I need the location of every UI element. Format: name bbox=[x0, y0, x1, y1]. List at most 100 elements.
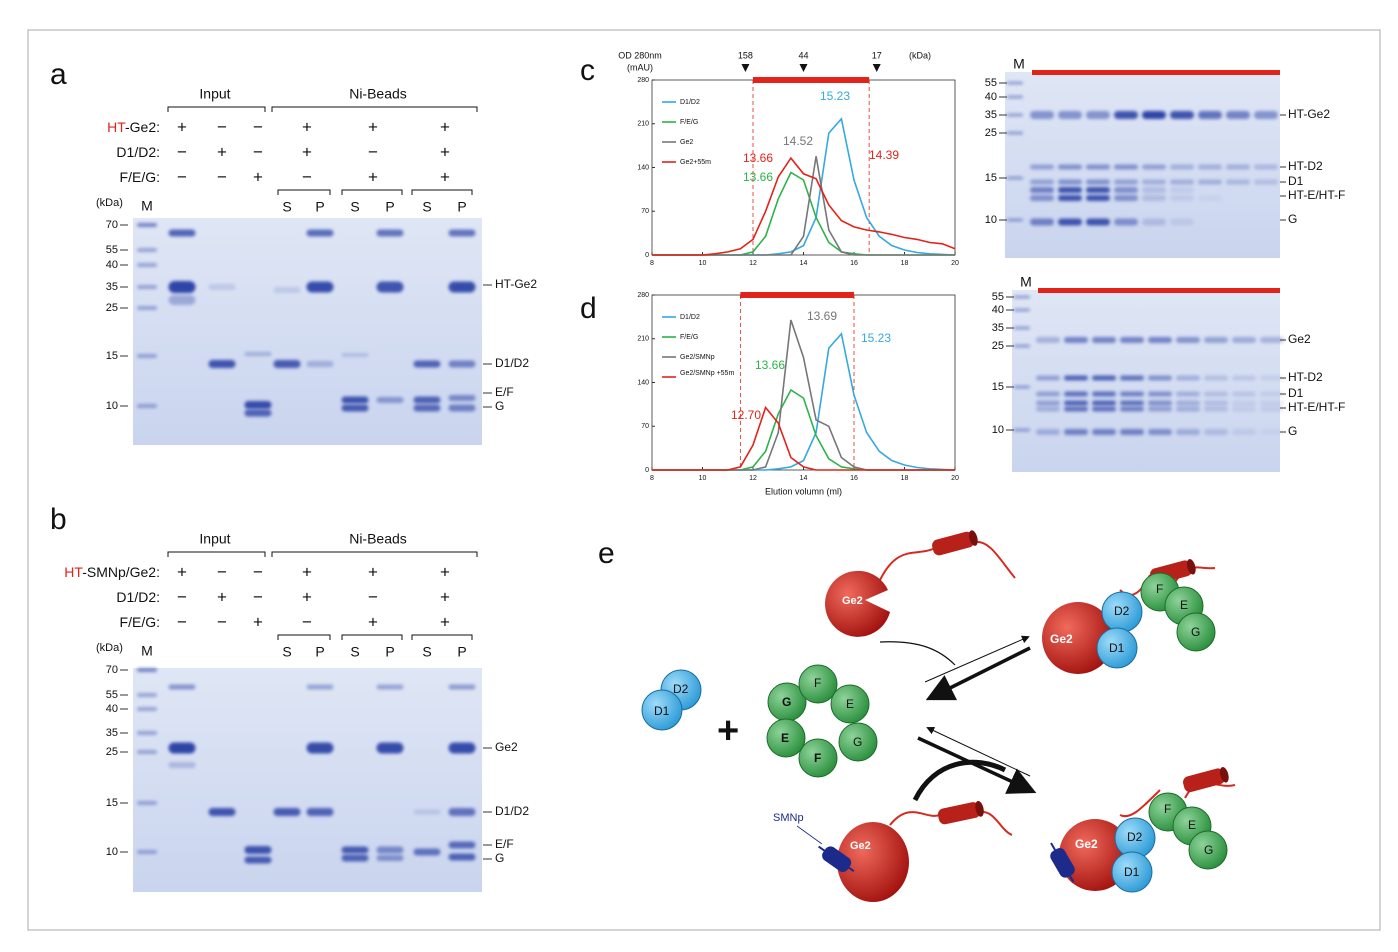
y-axis-label: OD 280nm bbox=[618, 50, 662, 60]
series-line bbox=[652, 156, 956, 256]
marker-label: 35 bbox=[106, 281, 118, 293]
peak-annotation: 13.66 bbox=[743, 151, 773, 165]
row-text: D1/D2: bbox=[116, 144, 160, 160]
lane-label: M bbox=[1013, 56, 1025, 72]
gel-band bbox=[448, 808, 476, 816]
gel-band bbox=[1204, 429, 1228, 435]
label: D1 bbox=[1109, 641, 1125, 655]
label: G bbox=[782, 695, 791, 709]
sign: + bbox=[368, 562, 378, 581]
gel-band bbox=[1170, 218, 1194, 226]
fraction-bar bbox=[1038, 288, 1280, 293]
gel-band bbox=[1120, 406, 1144, 412]
x-tick-label: 16 bbox=[850, 260, 858, 267]
y-tick-label: 0 bbox=[645, 467, 649, 474]
gel-band bbox=[137, 731, 157, 735]
gel-band bbox=[208, 360, 236, 368]
band-label: D1 bbox=[1288, 386, 1304, 400]
group-label: Ni-Beads bbox=[349, 86, 407, 102]
gel-band bbox=[1014, 428, 1030, 432]
marker-label: 70 bbox=[106, 219, 118, 231]
peak-annotation: 14.52 bbox=[783, 134, 813, 148]
gel-band bbox=[1092, 429, 1116, 435]
gel-band bbox=[1260, 391, 1284, 397]
gel-band bbox=[208, 284, 236, 290]
legend-label: Ge2/SMNp +55m bbox=[680, 370, 734, 377]
gel-band bbox=[1036, 429, 1060, 435]
y-tick-label: 70 bbox=[641, 423, 649, 430]
row-text: D1/D2: bbox=[116, 589, 160, 605]
gel-band bbox=[1086, 218, 1110, 226]
fraction-label: S bbox=[422, 199, 431, 215]
sign: + bbox=[368, 612, 378, 631]
gel-band bbox=[1170, 179, 1194, 185]
gel-band bbox=[1204, 375, 1228, 381]
x-tick-label: 8 bbox=[650, 475, 654, 482]
gel-band bbox=[1064, 337, 1088, 343]
gel-band bbox=[1176, 429, 1200, 435]
label: SMNp bbox=[773, 812, 804, 824]
sign: − bbox=[253, 117, 263, 136]
marker-label: 35 bbox=[106, 727, 118, 739]
x-tick-label: 14 bbox=[800, 260, 808, 267]
bracket bbox=[277, 189, 473, 195]
sign: + bbox=[440, 612, 450, 631]
fraction-label: S bbox=[350, 199, 359, 215]
gel-band bbox=[168, 742, 196, 754]
x-tick-label: 10 bbox=[699, 260, 707, 267]
sign: + bbox=[302, 587, 312, 606]
gel-band bbox=[137, 707, 157, 711]
gel-band bbox=[448, 841, 476, 849]
gel-band bbox=[1064, 391, 1088, 397]
panel-letter: c bbox=[580, 54, 595, 87]
gel-band bbox=[244, 856, 272, 864]
gel-band bbox=[1030, 111, 1054, 119]
gel-band bbox=[1148, 400, 1172, 406]
gel-band bbox=[137, 693, 157, 697]
smnp bbox=[818, 845, 855, 873]
group-label: Input bbox=[199, 86, 230, 102]
marker-label: 25 bbox=[985, 127, 997, 139]
band-label: Ge2 bbox=[1288, 332, 1311, 346]
gel-band bbox=[1254, 164, 1278, 170]
gel-band bbox=[1176, 406, 1200, 412]
chromatogram: 0 70 140 210 280 8 10 12 14 16 18 20 Elution volumn … bbox=[637, 292, 959, 497]
band-label: G bbox=[1288, 212, 1297, 226]
marker-label: 25 bbox=[106, 746, 118, 758]
gel-band bbox=[1058, 179, 1082, 185]
sign: + bbox=[177, 562, 187, 581]
gel-band bbox=[208, 808, 236, 816]
label: Ge2 bbox=[1050, 632, 1073, 646]
legend-label: Ge2 bbox=[680, 139, 693, 146]
fraction-bar bbox=[740, 292, 854, 298]
gel-band bbox=[306, 742, 334, 754]
x-tick-label: 20 bbox=[951, 475, 959, 482]
x-tick-label: 18 bbox=[901, 260, 909, 267]
legend-label: D1/D2 bbox=[680, 314, 700, 321]
sm-ring bbox=[838, 722, 878, 762]
kda-label: (kDa) bbox=[96, 642, 123, 654]
y-tick-label: 140 bbox=[637, 164, 649, 171]
fraction-label: P bbox=[315, 644, 324, 660]
gel-band bbox=[1226, 111, 1250, 119]
sign: − bbox=[302, 612, 312, 631]
panel-e: e Ge2 Ge2 D2 D1 F E G D2 D1 + G F E G F … bbox=[598, 530, 1236, 902]
gel-band bbox=[376, 397, 404, 403]
marker-label: 10 bbox=[985, 214, 997, 226]
gel-band bbox=[1198, 164, 1222, 170]
legend-label: Ge2+55m bbox=[680, 159, 711, 166]
gel-band bbox=[1007, 113, 1023, 117]
ge2 bbox=[1042, 602, 1114, 674]
gel-band bbox=[1092, 337, 1116, 343]
gel-band bbox=[1007, 131, 1023, 135]
gel-band bbox=[1114, 187, 1138, 193]
gel-band bbox=[1030, 218, 1054, 226]
gel-band bbox=[1176, 375, 1200, 381]
gel-band bbox=[1007, 81, 1023, 85]
gel-band bbox=[1086, 164, 1110, 170]
gel-band bbox=[1014, 385, 1030, 389]
band-label: D1/D2 bbox=[495, 804, 529, 818]
gel-band bbox=[1142, 111, 1166, 119]
panel-letter: a bbox=[50, 58, 67, 91]
row-label: HT-Ge2: bbox=[107, 119, 160, 135]
